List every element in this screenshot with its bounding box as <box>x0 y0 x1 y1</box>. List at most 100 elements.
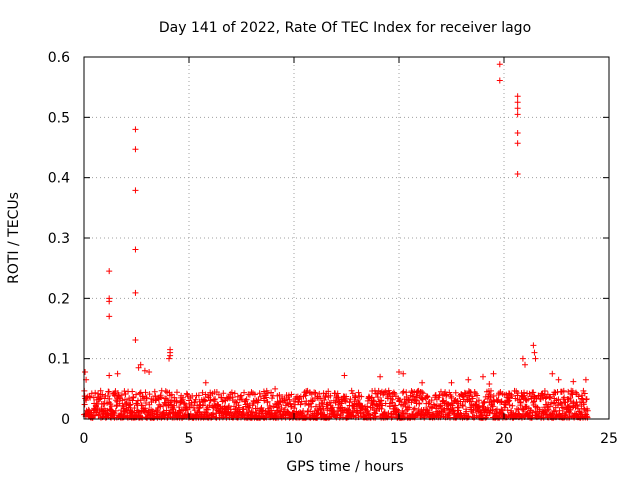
noise-point <box>298 398 305 405</box>
noise-point <box>129 408 136 415</box>
data-point <box>106 313 113 320</box>
data-point <box>419 379 426 386</box>
data-point <box>486 381 493 388</box>
noise-point <box>572 402 579 409</box>
noise-point <box>199 389 206 396</box>
noise-point <box>228 389 235 396</box>
noise-point <box>454 404 461 411</box>
noise-point <box>525 396 532 403</box>
noise-point <box>118 392 125 399</box>
noise-point <box>411 405 418 412</box>
data-point <box>496 77 503 84</box>
data-point <box>496 61 503 68</box>
noise-point <box>143 395 150 402</box>
noise-point <box>277 398 284 405</box>
data-point <box>106 268 113 275</box>
noise-point <box>258 404 265 411</box>
noise-point <box>173 389 180 396</box>
noise-point <box>142 405 149 412</box>
data-point <box>114 370 121 377</box>
noise-point <box>584 414 591 421</box>
noise-point <box>192 396 199 403</box>
noise-point <box>255 397 262 404</box>
noise-point <box>520 406 527 413</box>
noise-point <box>112 407 119 414</box>
noise-point <box>479 403 486 410</box>
data-point <box>146 368 153 375</box>
noise-point <box>162 388 169 395</box>
data-points <box>81 61 591 421</box>
noise-point <box>399 389 406 396</box>
noise-point <box>249 409 256 416</box>
noise-point <box>568 390 575 397</box>
noise-point <box>530 389 537 396</box>
noise-point <box>498 398 505 405</box>
noise-point <box>444 401 451 408</box>
noise-point <box>489 403 496 410</box>
noise-point <box>444 405 451 412</box>
noise-point <box>583 396 590 403</box>
noise-point <box>509 402 516 409</box>
data-point <box>514 93 521 100</box>
noise-point <box>259 407 266 414</box>
data-point <box>400 370 407 377</box>
noise-point <box>329 404 336 411</box>
noise-point <box>469 409 476 416</box>
noise-point <box>396 396 403 403</box>
noise-point <box>321 411 328 418</box>
noise-point <box>261 397 268 404</box>
noise-point <box>408 388 415 395</box>
y-tick-label: 0.5 <box>48 110 70 126</box>
y-tick-label: 0.2 <box>48 291 70 307</box>
noise-point <box>127 401 134 408</box>
noise-point <box>416 400 423 407</box>
data-point <box>106 372 113 379</box>
data-point <box>530 342 537 349</box>
noise-point <box>508 393 515 400</box>
noise-point <box>406 404 413 411</box>
noise-point <box>129 388 136 395</box>
noise-point <box>321 397 328 404</box>
y-tick-label: 0.6 <box>48 50 70 66</box>
noise-point <box>263 394 270 401</box>
noise-point <box>567 394 574 401</box>
noise-point <box>335 394 342 401</box>
noise-point <box>550 407 557 414</box>
noise-point <box>100 401 107 408</box>
noise-point <box>129 397 136 404</box>
noise-point <box>142 389 149 396</box>
noise-point <box>378 397 385 404</box>
noise-point <box>180 400 187 407</box>
noise-point <box>562 411 569 418</box>
noise-point <box>481 399 488 406</box>
data-point <box>490 370 497 377</box>
noise-point <box>498 406 505 413</box>
noise-point <box>94 404 101 411</box>
noise-point <box>256 390 263 397</box>
x-axis-label: GPS time / hours <box>286 459 403 475</box>
data-point <box>132 246 139 253</box>
data-point <box>582 376 589 383</box>
data-point <box>141 367 148 374</box>
noise-point <box>393 406 400 413</box>
noise-point <box>351 398 358 405</box>
y-axis-label: ROTI / TECUs <box>6 192 22 284</box>
noise-point <box>476 402 483 409</box>
noise-point <box>390 389 397 396</box>
noise-point <box>311 389 318 396</box>
data-point <box>448 379 455 386</box>
noise-point <box>424 394 431 401</box>
x-tick-label: 25 <box>600 431 618 447</box>
data-point <box>396 368 402 375</box>
x-tick-label: 15 <box>390 431 408 447</box>
noise-point <box>364 407 371 414</box>
noise-point <box>114 402 121 409</box>
noise-point <box>119 397 126 404</box>
noise-point <box>556 407 563 414</box>
noise-point <box>105 388 112 395</box>
data-point <box>132 289 139 296</box>
noise-point <box>495 390 502 397</box>
noise-point <box>317 395 324 402</box>
noise-point <box>160 402 167 409</box>
data-point <box>132 187 139 194</box>
